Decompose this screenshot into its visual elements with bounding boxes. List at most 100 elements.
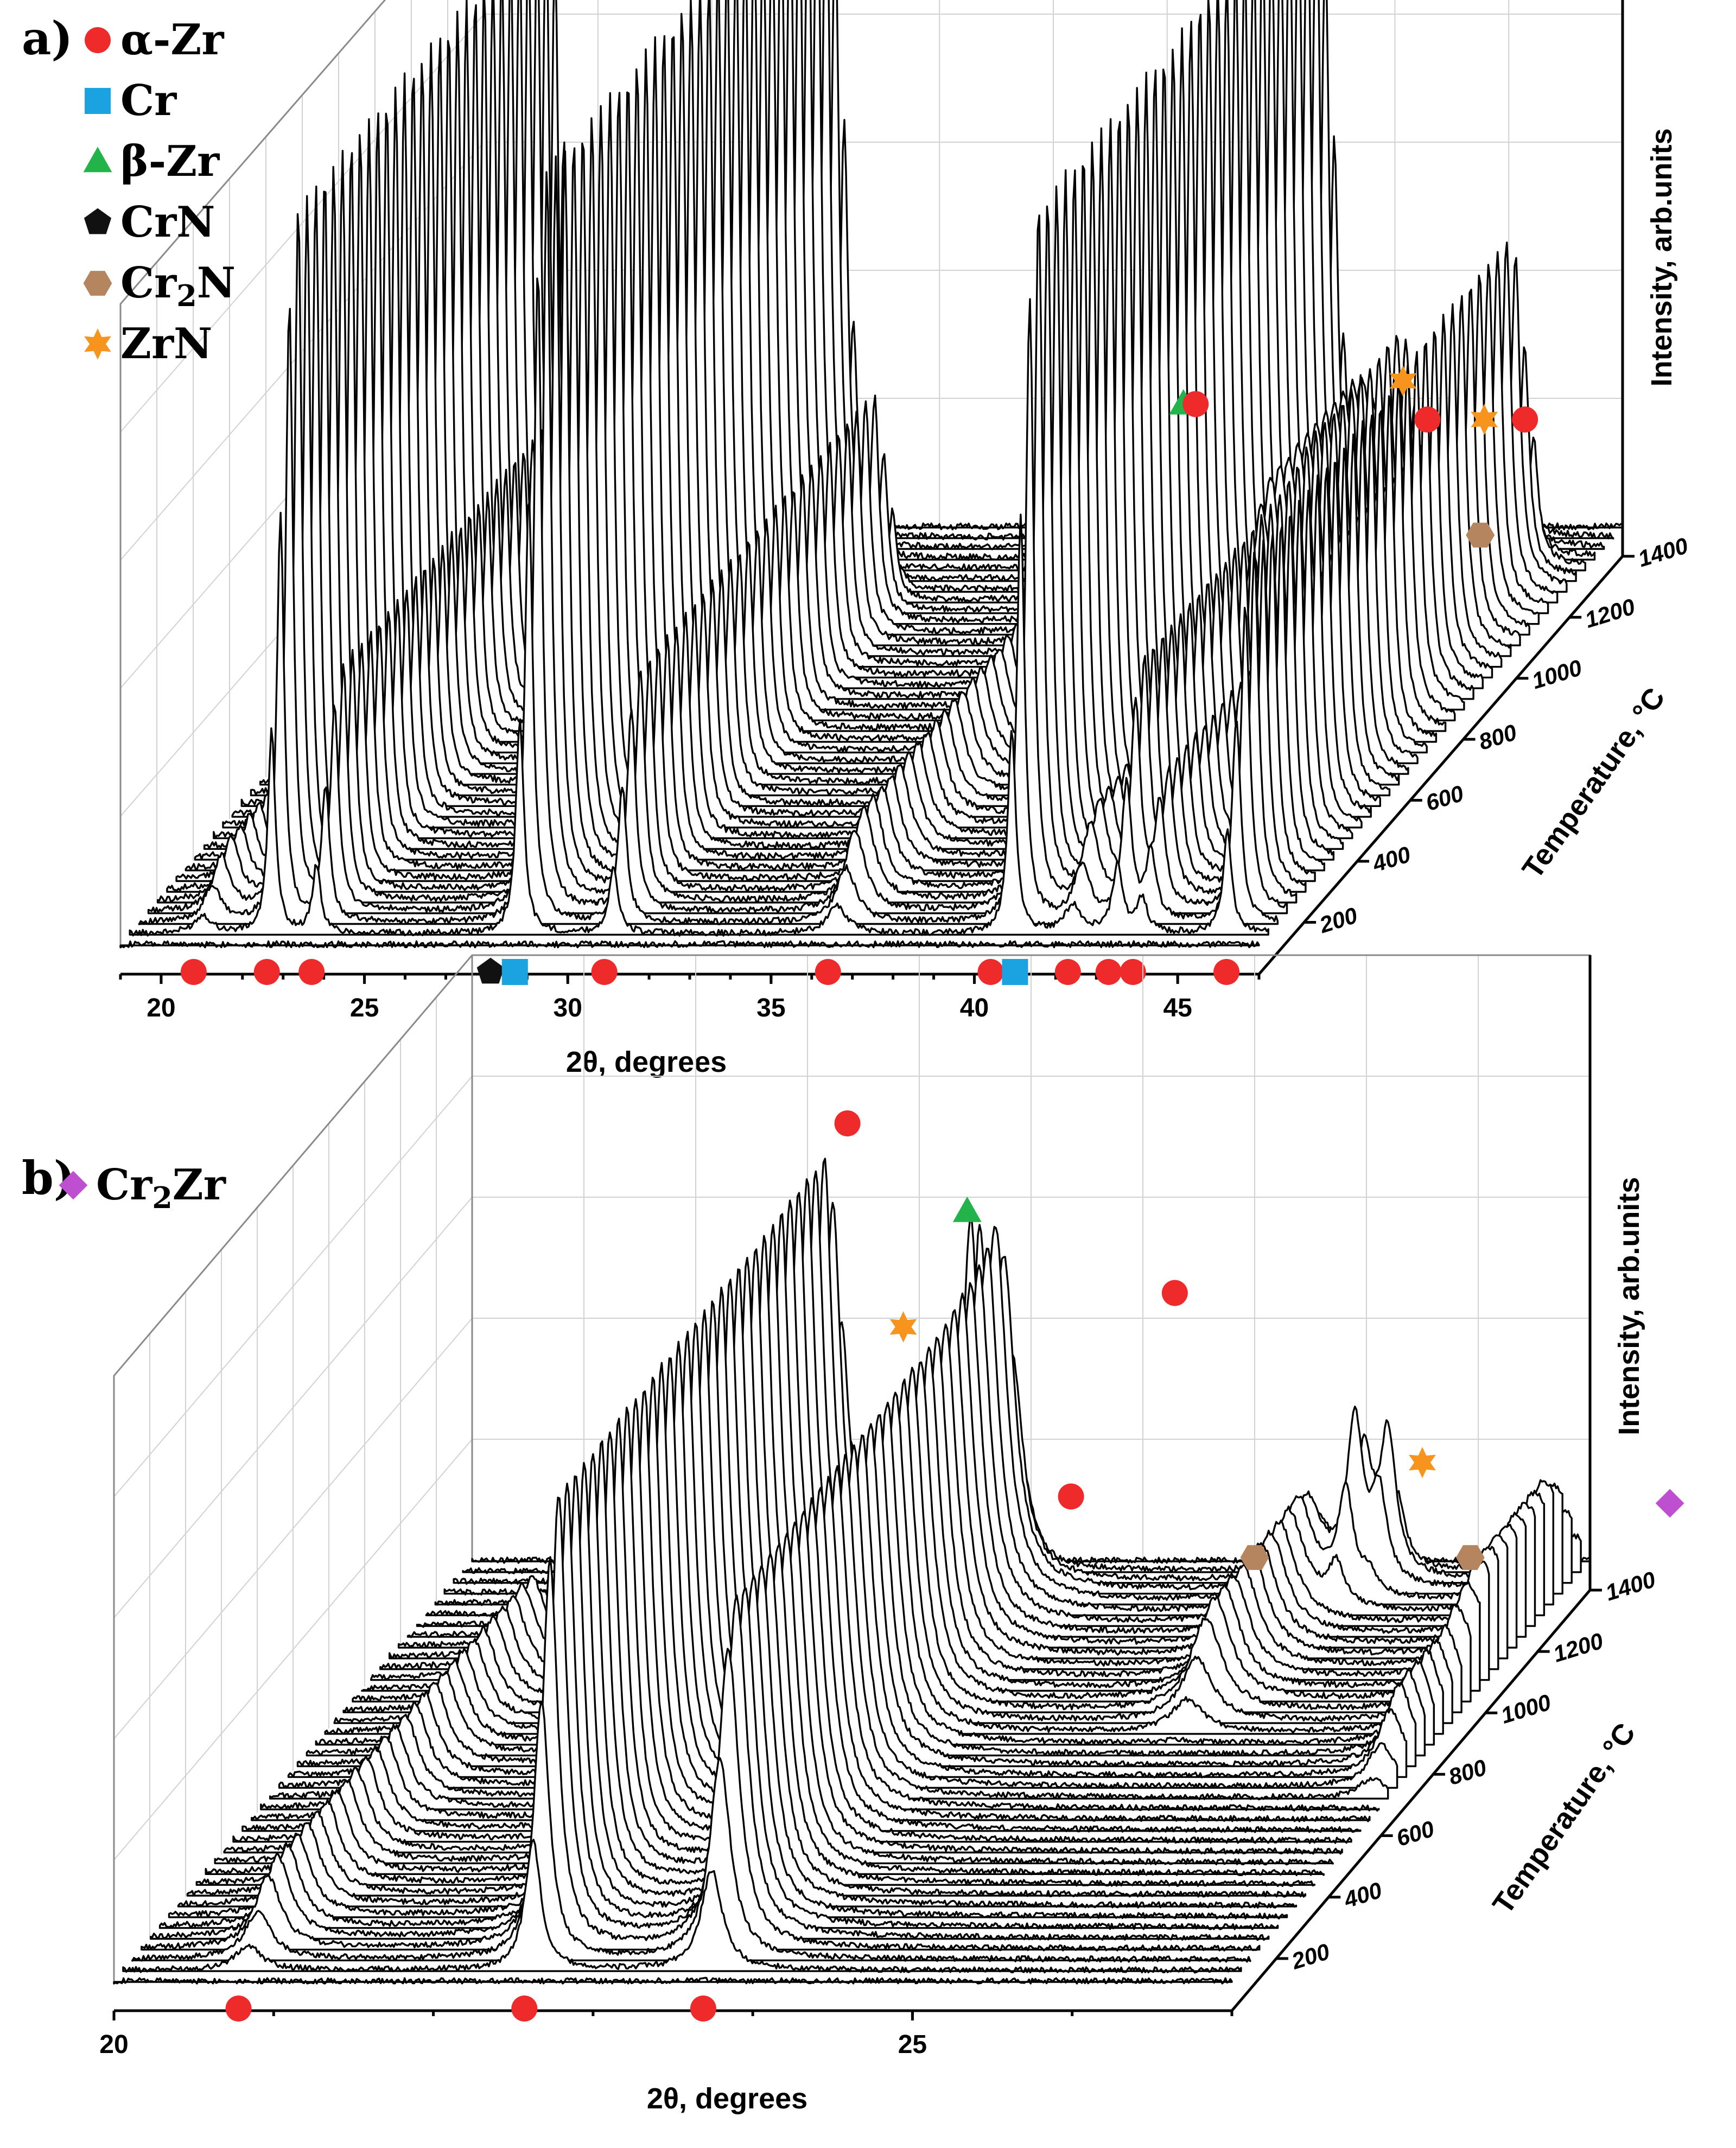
legend-label: β-Zr <box>120 137 220 186</box>
legend-marker-beta-zr <box>83 147 112 173</box>
x-tick-label: 30 <box>554 994 582 1022</box>
t-tick-label: 400 <box>1340 1877 1385 1913</box>
phase-marker-beta-zr <box>952 1196 982 1222</box>
t-tick-label: 400 <box>1369 841 1414 877</box>
t-tick-label: 200 <box>1288 1939 1333 1974</box>
t-tick-label: 800 <box>1446 1755 1490 1790</box>
legend: Cr2Zr <box>59 1160 226 1215</box>
pattern-trace <box>166 155 1307 893</box>
x-tick-label: 40 <box>960 994 989 1022</box>
phase-marker-alpha-zr <box>1054 959 1081 985</box>
legend: α-Zr Cr β-Zr CrN Cr2N ZrN <box>83 15 236 368</box>
legend-marker-alpha-zr <box>85 27 111 53</box>
t-tick-label: 1400 <box>1603 1566 1658 1605</box>
phase-marker-crn <box>476 957 504 984</box>
x-tick-label: 20 <box>147 994 175 1022</box>
pattern-trace <box>113 1977 1233 1985</box>
pattern-trace <box>157 171 1298 904</box>
phase-marker-zrn <box>889 1311 917 1343</box>
x-tick-label: 25 <box>350 994 379 1022</box>
panel-label: a) <box>22 11 73 65</box>
legend-item: Cr <box>85 76 177 125</box>
phase-marker-alpha-zr <box>298 959 325 985</box>
legend-label: CrN <box>120 198 215 247</box>
legend-item: CrN <box>84 198 215 247</box>
x-tick-label: 45 <box>1163 994 1192 1022</box>
phase-marker-cr <box>501 959 528 985</box>
grid-line <box>113 1076 473 1497</box>
legend-label: α-Zr <box>120 15 224 65</box>
pattern-trace <box>147 277 1288 914</box>
pattern-trace <box>129 718 1269 937</box>
phase-marker-cr2n <box>1455 1545 1485 1570</box>
t-tick-label: 200 <box>1316 903 1360 938</box>
phase-markers <box>180 365 1538 985</box>
temperature-axis-title: Temperature, °C <box>1516 682 1671 885</box>
phase-marker-alpha-zr <box>690 1996 716 2022</box>
phase-marker-alpha-zr <box>1161 1280 1188 1306</box>
legend-marker-cr <box>85 88 111 114</box>
legend-item: Cr2N <box>83 258 236 313</box>
phase-marker-alpha-zr <box>253 959 280 985</box>
legend-item: α-Zr <box>85 15 224 65</box>
y-axis-title: Intensity, arb.units <box>1645 128 1678 386</box>
pattern-traces <box>113 1158 1591 1985</box>
side-wall-grid <box>113 955 473 1939</box>
t-tick-label: 1400 <box>1635 532 1691 571</box>
phase-marker-alpha-zr <box>1095 959 1122 985</box>
legend-label: Cr2N <box>120 258 236 313</box>
y-axis-title: Intensity, arb.units <box>1613 1177 1645 1435</box>
phase-marker-alpha-zr <box>180 959 207 985</box>
phase-marker-alpha-zr <box>1058 1483 1084 1510</box>
pattern-traces <box>119 0 1624 949</box>
phase-marker-cr2zr <box>1655 1489 1684 1518</box>
legend-label: ZrN <box>120 319 212 368</box>
grid-line <box>113 1439 473 1860</box>
x-tick-label: 20 <box>99 2030 128 2059</box>
legend-marker-cr2zr <box>59 1171 88 1200</box>
x-tick-label: 35 <box>756 994 785 1022</box>
phase-marker-zrn <box>1409 1447 1436 1478</box>
phase-marker-cr2n <box>1466 523 1495 548</box>
temperature-axis-line <box>1258 555 1624 975</box>
panel-label: b) <box>22 1151 75 1205</box>
x-tick-label: 25 <box>898 2030 927 2059</box>
phase-marker-alpha-zr <box>1213 959 1240 985</box>
phase-marker-zrn <box>1471 404 1498 435</box>
legend-label: Cr <box>120 76 177 125</box>
phase-marker-alpha-zr <box>815 959 841 985</box>
phase-marker-alpha-zr <box>1414 406 1441 433</box>
pattern-trace <box>119 940 1260 949</box>
grid-line <box>113 1318 473 1739</box>
phase-marker-alpha-zr <box>834 1110 861 1136</box>
t-tick-label: 600 <box>1393 1816 1437 1851</box>
phase-marker-alpha-zr <box>1182 391 1209 417</box>
pattern-trace <box>131 1701 1251 1963</box>
x-axis-title: 2θ, degrees <box>566 1046 727 1078</box>
phase-marker-alpha-zr <box>511 1996 538 2022</box>
phase-marker-cr2n <box>1240 1545 1269 1570</box>
t-tick-label: 600 <box>1423 780 1467 816</box>
legend-item: ZrN <box>84 319 212 368</box>
temperature-axis-title: Temperature, °C <box>1486 1717 1642 1920</box>
phase-marker-alpha-zr <box>225 1996 252 2022</box>
phase-marker-cr <box>1002 959 1028 985</box>
phase-marker-zrn <box>1389 365 1417 397</box>
t-tick-label: 1200 <box>1550 1628 1606 1667</box>
x-axis-title: 2θ, degrees <box>647 2082 807 2115</box>
pattern-trace <box>138 500 1279 925</box>
legend-item: β-Zr <box>83 137 220 186</box>
grid-line <box>113 1197 473 1618</box>
t-tick-label: 800 <box>1476 719 1519 754</box>
phase-marker-alpha-zr <box>591 959 618 985</box>
phase-marker-alpha-zr <box>977 959 1004 985</box>
legend-marker-zrn <box>84 328 111 360</box>
legend-marker-cr2n <box>83 271 112 296</box>
t-tick-label: 1000 <box>1498 1689 1554 1728</box>
phase-marker-alpha-zr <box>1512 406 1538 433</box>
phase-markers <box>225 1110 1684 2022</box>
